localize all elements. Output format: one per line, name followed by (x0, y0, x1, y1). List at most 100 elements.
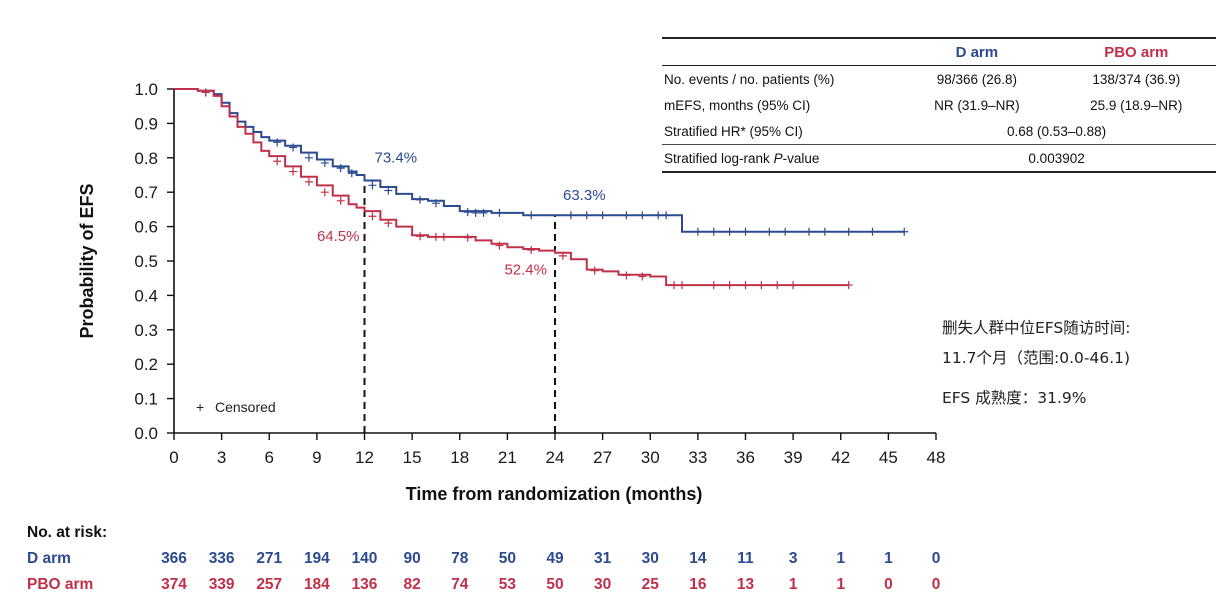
censor-mark-pbo-arm (757, 281, 766, 290)
censor-mark-pbo-arm (289, 167, 298, 176)
censor-mark-pbo-arm (558, 251, 567, 260)
row-label: Stratified HR* (95% CI) (664, 123, 803, 139)
summary-row-events: No. events / no. patients (%) 98/366 (26… (662, 66, 1216, 92)
x-tick-label: 27 (593, 448, 612, 467)
y-tick-label: 0.2 (134, 355, 158, 374)
follow-up-line2: 11.7个月（范围:0.0-46.1) (942, 349, 1131, 367)
y-tick-label: 0.6 (134, 218, 158, 237)
risk-d-arm-count: 49 (546, 550, 564, 567)
censor-mark-d-arm (662, 211, 671, 220)
censor-mark-d-arm (725, 227, 734, 236)
risk-d-arm-count: 1 (884, 550, 893, 567)
risk-pbo-arm-count: 257 (256, 576, 283, 593)
row-label: Stratified log-rank P-value (662, 151, 897, 166)
censor-mark-pbo-arm (678, 281, 686, 290)
risk-d-arm-count: 336 (208, 550, 235, 567)
censor-mark-pbo-arm (527, 245, 536, 254)
censored-legend-label: Censored (215, 399, 276, 415)
risk-d-arm-count: 50 (498, 550, 516, 567)
summary-table-header: D arm PBO arm (662, 39, 1216, 66)
risk-pbo-arm-count: 339 (208, 576, 235, 593)
y-tick-label: 0.1 (134, 390, 158, 409)
risk-d-arm-count: 140 (351, 550, 378, 567)
censor-mark-pbo-arm (638, 272, 647, 281)
censor-mark-d-arm (654, 211, 663, 220)
survival-annotation: 73.4% (375, 150, 418, 167)
reference-lines (363, 180, 556, 433)
censored-legend: + Censored (196, 399, 276, 415)
header-d-arm: D arm (955, 43, 999, 61)
censor-mark-d-arm (805, 227, 813, 236)
x-tick-label: 24 (546, 448, 565, 467)
x-axis-title: Time from randomization (months) (406, 484, 703, 504)
risk-pbo-arm-count: 136 (351, 576, 378, 593)
censor-mark-pbo-arm (789, 281, 798, 290)
censor-mark-d-arm (765, 227, 774, 236)
x-tick-label: 15 (403, 448, 422, 467)
risk-d-arm-count: 11 (737, 550, 754, 567)
censor-mark-d-arm (463, 208, 472, 217)
censor-mark-pbo-arm (416, 232, 425, 241)
summary-row-hr: Stratified HR* (95% CI) 0.68 (0.53–0.88) (662, 118, 1216, 145)
risk-d-arm-count: 30 (641, 550, 659, 567)
risk-table: No. at risk: D arm PBO arm 366 336 271 194 1… (0, 520, 1227, 607)
follow-up-line1: 删失人群中位EFS随访时间: (942, 319, 1131, 337)
censor-mark-d-arm (741, 227, 750, 236)
risk-pbo-arm-count: 1 (788, 576, 798, 593)
censor-mark-pbo-arm (709, 281, 718, 290)
censor-mark-pbo-arm (622, 271, 631, 280)
risk-pbo-arm-count: 30 (594, 576, 612, 593)
x-tick-label: 36 (736, 448, 755, 467)
censor-mark-d-arm (781, 227, 790, 236)
censor-mark-d-arm (638, 211, 647, 220)
header-pbo-arm: PBO arm (1104, 43, 1169, 61)
risk-d-arm-count: 271 (256, 550, 283, 567)
row-d-value: 98/366 (26.8) (936, 71, 1018, 87)
censor-mark-pbo-arm (670, 281, 679, 290)
survival-annotation: 52.4% (504, 262, 547, 279)
censor-mark-pbo-arm (773, 281, 782, 290)
row-combined-value: 0.003902 (1028, 150, 1085, 166)
summary-table: D arm PBO arm No. events / no. patients … (662, 37, 1216, 173)
censor-mark-pbo-arm (439, 232, 448, 241)
risk-pbo-arm-count: 184 (303, 576, 330, 593)
risk-pbo-arm-label: PBO arm (27, 576, 94, 593)
x-tick-label: 39 (784, 448, 803, 467)
censor-mark-d-arm (289, 143, 298, 152)
censor-mark-pbo-arm (844, 281, 853, 290)
risk-pbo-arm-count: 82 (403, 576, 421, 593)
x-tick-label: 45 (879, 448, 898, 467)
risk-pbo-arm-count: 74 (451, 576, 469, 593)
censor-mark-pbo-arm (431, 232, 440, 241)
risk-pbo-arm-count: 13 (736, 576, 755, 593)
risk-pbo-arm-count: 53 (498, 576, 516, 593)
risk-d-arm-count: 14 (689, 550, 707, 567)
summary-row-pvalue: Stratified log-rank P-value 0.003902 (662, 145, 1216, 171)
censor-mark-pbo-arm (741, 281, 750, 290)
censor-mark-d-arm (347, 169, 356, 178)
x-tick-label: 33 (688, 448, 707, 467)
censor-mark-d-arm (820, 227, 829, 236)
y-tick-label: 0.4 (134, 286, 158, 305)
risk-pbo-arm-count: 50 (546, 576, 564, 593)
pvalue-label-post: -value (782, 150, 820, 166)
summary-row-mefs: mEFS, months (95% CI) NR (31.9–NR) 25.9 … (662, 92, 1216, 118)
risk-d-arm-count: 31 (594, 550, 612, 567)
censor-mark-pbo-arm (384, 219, 393, 228)
risk-d-arm-count: 1 (836, 550, 846, 567)
censor-mark-d-arm (320, 158, 329, 167)
risk-d-arm-count: 90 (403, 550, 421, 567)
risk-pbo-arm-count: 0 (884, 576, 893, 593)
x-tick-label: 6 (265, 448, 274, 467)
pvalue-label-italic: P (773, 150, 783, 166)
censor-mark-d-arm (868, 227, 877, 236)
risk-d-arm-count: 366 (161, 550, 187, 567)
censor-mark-pbo-arm (590, 266, 599, 275)
row-label: mEFS, months (95% CI) (664, 97, 811, 113)
censor-mark-d-arm (582, 211, 591, 220)
x-tick-label: 18 (450, 448, 469, 467)
censor-mark-pbo-arm (368, 212, 377, 221)
risk-d-arm-label: D arm (27, 550, 71, 567)
risk-table-title: No. at risk: (27, 524, 108, 541)
censor-mark-pbo-arm (725, 281, 734, 290)
